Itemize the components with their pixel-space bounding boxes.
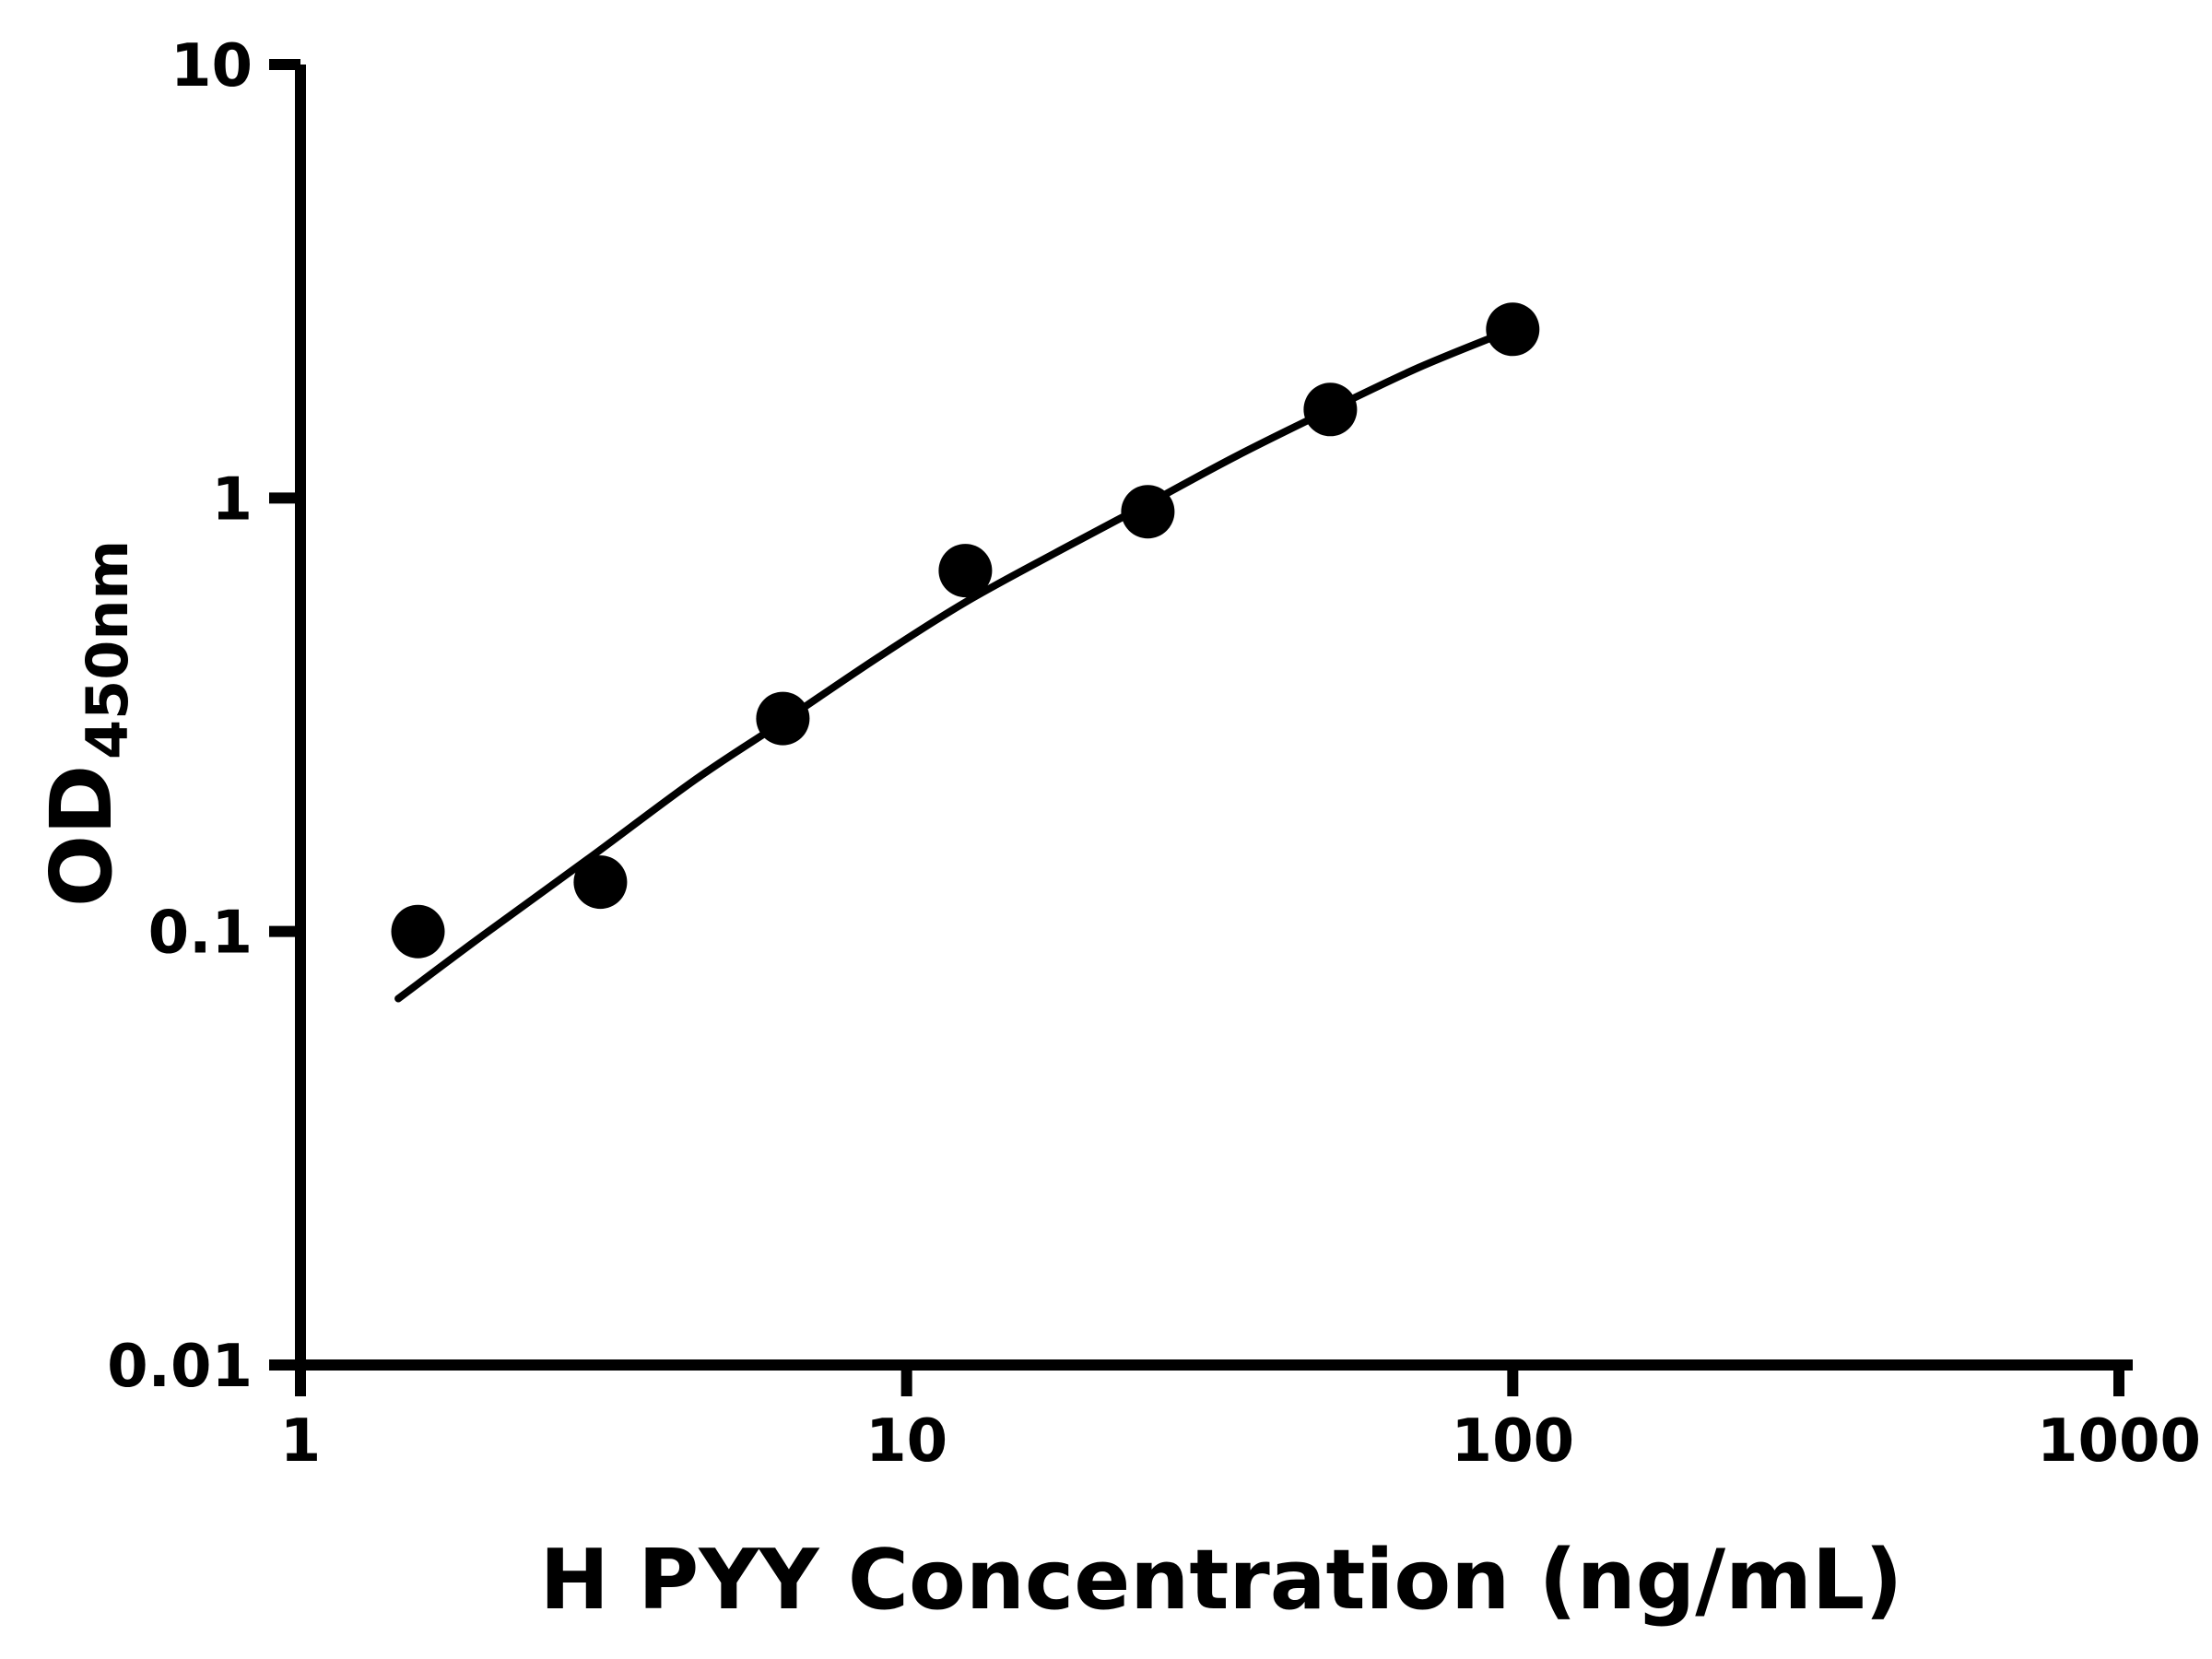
data-point (391, 904, 445, 959)
data-point (573, 855, 628, 910)
plot-area: 1 10 100 1000 0.01 0.1 1 10 (107, 32, 2201, 1476)
y-axis-title-main: OD (32, 765, 131, 908)
y-tick-label: 10 (171, 32, 253, 100)
x-tick-label: 100 (1452, 1407, 1575, 1476)
y-axis-title-subscript: 450nm (74, 540, 141, 759)
y-tick-label: 0.1 (148, 900, 253, 968)
data-point (1486, 302, 1540, 357)
y-tick-label: 0.01 (107, 1333, 253, 1401)
x-tick-label: 1 (280, 1407, 322, 1476)
data-point (1303, 382, 1358, 437)
data-point (1121, 485, 1175, 539)
data-point (756, 691, 810, 746)
x-tick-label: 1000 (2037, 1407, 2201, 1476)
x-tick-label: 10 (865, 1407, 947, 1476)
data-point (938, 544, 993, 598)
x-axis-title: H PYY Concentration (ng/mL) (540, 1532, 1903, 1629)
y-tick-label: 1 (211, 465, 253, 534)
y-axis-title: OD 450nm (32, 540, 141, 907)
